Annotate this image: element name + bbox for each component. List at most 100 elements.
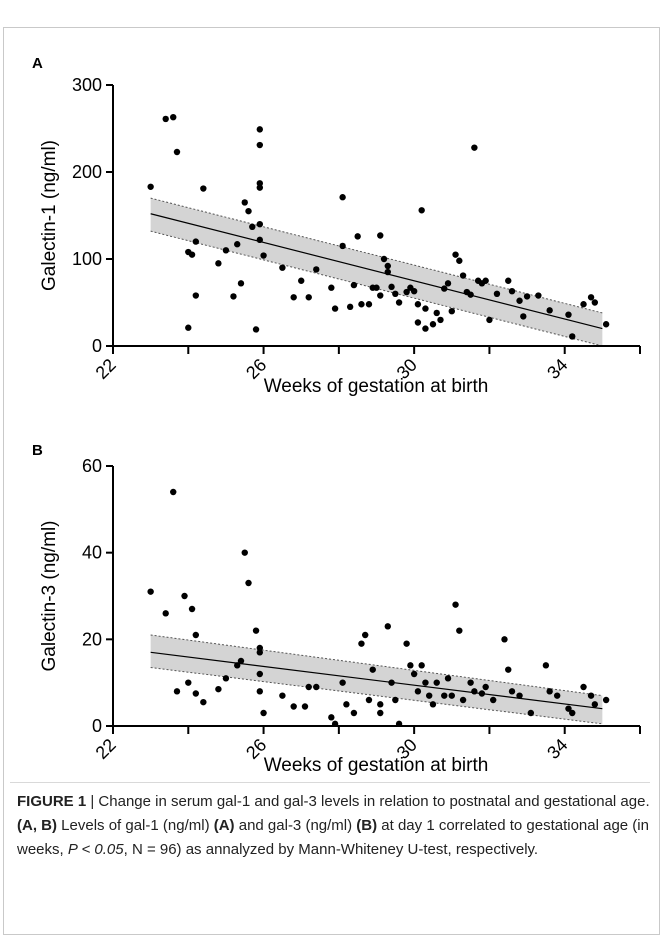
figure-caption: FIGURE 1 | Change in serum gal-1 and gal… <box>17 790 652 862</box>
data-point-a <box>185 324 192 331</box>
data-point-a <box>444 280 452 287</box>
data-point-a <box>147 183 154 190</box>
data-point-b <box>252 627 260 634</box>
data-point-b <box>170 488 177 496</box>
caption-p-value: P < 0.05 <box>67 841 124 858</box>
data-point-a <box>249 223 256 231</box>
data-point-b <box>245 579 252 587</box>
data-point-b <box>343 701 350 708</box>
data-point-b <box>587 692 595 699</box>
data-point-a <box>354 233 361 240</box>
caption-bold-a: (A) <box>213 817 235 834</box>
data-point-b <box>418 662 425 669</box>
data-point-b <box>580 683 587 691</box>
data-point-a <box>279 264 286 271</box>
regression-line-a <box>150 213 603 330</box>
data-point-a <box>256 184 264 191</box>
data-point-b <box>591 701 599 708</box>
data-point-b <box>185 679 192 686</box>
data-point-a <box>245 207 252 215</box>
data-point-a <box>414 301 422 308</box>
data-point-a <box>403 288 410 296</box>
data-point-b <box>313 683 320 691</box>
data-point-a <box>230 293 237 300</box>
data-point-a <box>437 316 444 324</box>
data-point-a <box>520 313 527 320</box>
data-point-b <box>331 720 339 728</box>
data-point-b <box>369 666 376 673</box>
caption-text-2: Levels of gal-1 (ng/ml) <box>57 817 214 834</box>
y-tick-label-a: 0 <box>92 336 102 356</box>
data-point-b <box>516 692 523 699</box>
data-point-a <box>373 284 380 291</box>
data-point-b <box>388 679 395 686</box>
data-point-b <box>192 631 200 639</box>
data-point-a <box>313 266 320 273</box>
x-tick-label-b: 34 <box>543 735 571 763</box>
data-point-b <box>290 703 297 710</box>
data-point-a <box>170 113 177 121</box>
data-point-a <box>523 293 531 300</box>
data-point-b <box>384 623 391 630</box>
data-point-b <box>365 696 373 704</box>
data-point-a <box>200 185 207 192</box>
x-tick-label-b: 22 <box>92 735 120 763</box>
data-point-a <box>252 326 260 333</box>
data-point-b <box>422 679 429 686</box>
data-point-a <box>388 283 395 291</box>
data-point-a <box>377 232 384 239</box>
data-point-a <box>188 251 196 258</box>
y-tick-label-b: 40 <box>82 543 102 563</box>
data-point-a <box>384 262 391 270</box>
data-point-b <box>456 627 463 634</box>
data-point-b <box>459 696 467 704</box>
x-axis-label-b: Weeks of gestation at birth <box>264 755 489 776</box>
data-point-b <box>482 683 489 691</box>
data-point-a <box>339 242 346 250</box>
data-point-a <box>410 287 418 295</box>
data-point-b <box>147 588 154 595</box>
data-point-a <box>565 311 572 318</box>
data-point-a <box>260 252 267 259</box>
data-point-b <box>433 679 440 686</box>
data-point-a <box>508 287 516 295</box>
data-point-a <box>241 199 248 206</box>
data-point-a <box>591 299 599 306</box>
data-point-b <box>471 688 478 695</box>
data-point-b <box>234 662 241 669</box>
x-tick-label-a: 34 <box>543 355 571 383</box>
data-point-a <box>433 309 440 317</box>
data-point-b <box>241 549 248 556</box>
data-point-b <box>505 666 512 673</box>
data-point-a <box>452 251 459 258</box>
data-point-a <box>429 321 437 328</box>
data-point-a <box>305 294 312 301</box>
confidence-band-b <box>150 635 603 724</box>
data-point-a <box>456 257 463 264</box>
caption-text-5: , N = 96) as annalyzed by Mann-Whiteney … <box>123 841 539 858</box>
data-point-a <box>493 290 501 297</box>
data-point-b <box>527 709 535 717</box>
data-point-b <box>181 592 188 600</box>
data-point-b <box>410 670 418 678</box>
data-point-b <box>222 675 230 682</box>
data-point-b <box>403 640 410 647</box>
data-point-a <box>256 221 264 228</box>
data-point-b <box>279 692 286 699</box>
confidence-band-a <box>150 198 603 346</box>
data-point-a <box>380 255 388 263</box>
data-point-a <box>482 277 489 284</box>
data-point-b <box>377 709 384 717</box>
data-point-a <box>392 290 399 297</box>
caption-text-4: at day 1 correlated to gestational age (… <box>17 817 649 858</box>
data-point-a <box>256 141 264 149</box>
caption-separator: | <box>86 793 99 810</box>
data-point-a <box>222 247 230 254</box>
data-point-a <box>467 291 474 298</box>
data-point-a <box>535 292 542 299</box>
data-point-a <box>414 319 422 326</box>
data-point-a <box>192 238 200 245</box>
data-point-b <box>395 720 403 728</box>
data-point-a <box>331 305 339 312</box>
